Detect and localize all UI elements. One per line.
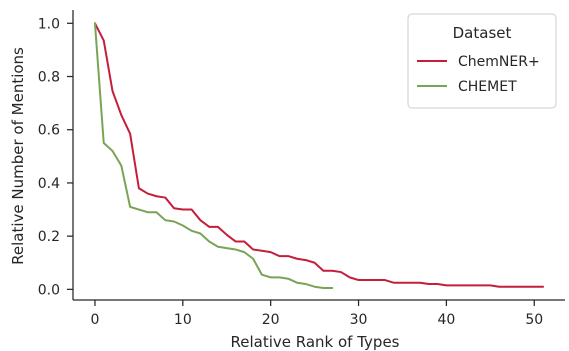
x-axis: 0 10 20 30 40 50 <box>73 299 565 328</box>
x-tick-label: 50 <box>525 312 543 328</box>
legend-label-chemner: ChemNER+ <box>458 54 540 70</box>
y-tick-label: 1.0 <box>38 16 60 32</box>
x-tick-label: 20 <box>262 312 280 328</box>
y-tick-label: 0.2 <box>38 229 60 245</box>
x-tick-label: 10 <box>174 312 192 328</box>
series-line-chemner <box>93 22 545 288</box>
series-layer <box>93 22 545 290</box>
legend-title: Dataset <box>453 24 512 42</box>
x-tick-label: 0 <box>91 312 100 328</box>
series-line-chemet <box>93 22 334 290</box>
y-tick-label: 0.6 <box>38 123 60 139</box>
legend-box <box>407 13 557 109</box>
y-axis-title: Relative Number of Mentions <box>9 47 27 265</box>
x-tick-label: 40 <box>437 312 455 328</box>
x-tick-label: 30 <box>350 312 368 328</box>
y-tick-label: 0.8 <box>38 70 60 86</box>
legend: Dataset ChemNER+ CHEMET <box>407 13 557 109</box>
y-axis: 0.0 0.2 0.4 0.6 0.8 1.0 <box>38 10 74 300</box>
legend-label-chemet: CHEMET <box>458 79 517 95</box>
y-tick-label: 0.4 <box>38 176 60 192</box>
x-axis-title: Relative Rank of Types <box>231 333 400 351</box>
y-tick-label: 0.0 <box>38 282 60 298</box>
